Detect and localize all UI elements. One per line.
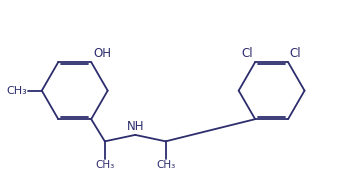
Text: CH₃: CH₃ <box>95 160 114 170</box>
Text: CH₃: CH₃ <box>156 160 175 170</box>
Text: Cl: Cl <box>242 47 253 60</box>
Text: NH: NH <box>126 120 144 134</box>
Text: Cl: Cl <box>290 47 301 60</box>
Text: CH₃: CH₃ <box>6 86 27 96</box>
Text: OH: OH <box>93 47 111 60</box>
